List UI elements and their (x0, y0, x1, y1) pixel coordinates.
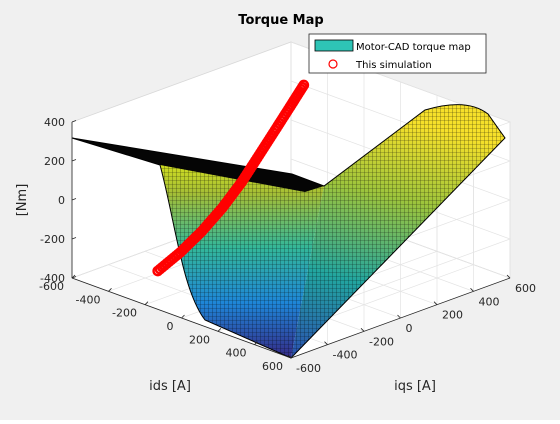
x-tick-mark (144, 301, 149, 305)
x-axis-label: ids [A] (149, 379, 191, 394)
y-tick-mark (433, 301, 438, 305)
y-tick-label: 200 (442, 309, 463, 322)
legend: Motor-CAD torque map This simulation (308, 33, 487, 74)
z-tick-label: -400 (40, 272, 65, 285)
y-tick-mark (470, 288, 474, 292)
y-tick-mark (360, 328, 365, 332)
z-tick-label: 200 (44, 155, 65, 168)
legend-marker-icon (328, 59, 338, 69)
x-tick-label: 0 (167, 320, 174, 333)
surface-flat-top (72, 138, 324, 192)
y-tick-label: -600 (296, 362, 321, 375)
x-tick-mark (254, 341, 258, 345)
x-tick-mark (290, 354, 295, 359)
z-tick-label: 0 (58, 194, 65, 207)
simulation-marker (298, 79, 310, 91)
y-axis-ticks: -600 -400 -200 0 200 400 600 (287, 274, 536, 375)
z-tick-label: -200 (40, 233, 65, 246)
x-tick-label: -200 (112, 307, 137, 320)
z-axis-label: [Nm] (15, 184, 30, 217)
y-tick-mark (324, 341, 328, 345)
legend-label-surface: Motor-CAD torque map (356, 42, 471, 53)
x-tick-mark (71, 274, 76, 279)
legend-label-simulation: This simulation (355, 60, 432, 71)
x-tick-mark (108, 288, 112, 292)
chart-title: Torque Map (238, 13, 323, 28)
y-tick-mark (287, 354, 292, 359)
y-tick-mark (397, 314, 401, 319)
y-tick-mark (506, 274, 511, 279)
y-tick-label: -200 (369, 335, 394, 348)
surface-edge (71, 104, 506, 359)
z-tick-mark (71, 198, 77, 201)
x-tick-mark (217, 328, 222, 332)
x-tick-label: 200 (189, 333, 210, 346)
y-tick-label: -400 (333, 349, 358, 362)
simulation-markers (152, 79, 310, 277)
y-axis-label: iqs [A] (394, 379, 436, 394)
z-tick-mark (71, 237, 77, 240)
y-tick-label: 0 (406, 322, 413, 335)
z-tick-mark (71, 159, 77, 162)
x-tick-mark (181, 314, 185, 319)
y-tick-label: 400 (479, 295, 500, 308)
x-tick-label: -600 (39, 280, 64, 293)
legend-surface-swatch (314, 39, 354, 52)
x-tick-label: -400 (76, 293, 101, 306)
z-tick-mark (71, 120, 77, 123)
z-axis-ticks: -400 -200 0 200 400 (40, 116, 77, 285)
z-tick-label: 400 (44, 116, 65, 129)
x-tick-label: 400 (226, 347, 247, 360)
x-tick-label: 600 (262, 360, 283, 373)
y-tick-label: 600 (515, 282, 536, 295)
